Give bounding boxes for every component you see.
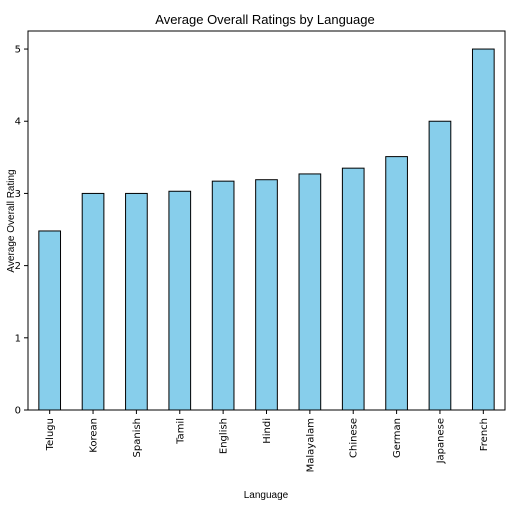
y-tick-label-5: 5 bbox=[15, 45, 21, 56]
y-tick-label-4: 4 bbox=[15, 117, 21, 128]
bar-german bbox=[385, 156, 408, 411]
x-tick-label-german: German bbox=[392, 418, 403, 458]
y-tick-label-3: 3 bbox=[15, 189, 21, 200]
x-tick-label-tamil: Tamil bbox=[175, 418, 186, 445]
y-tick-label-1: 1 bbox=[15, 333, 21, 344]
x-tick-label-french: French bbox=[479, 418, 490, 451]
bar-chinese bbox=[341, 167, 365, 411]
bar-malayalam bbox=[298, 173, 322, 411]
bar-korean bbox=[81, 192, 105, 411]
y-axis-label: Average Overall Rating bbox=[6, 169, 17, 272]
bar-hindi bbox=[255, 179, 278, 411]
chart-title: Average Overall Ratings by Language bbox=[155, 12, 374, 27]
bar-spanish bbox=[125, 192, 148, 411]
bar-telugu bbox=[38, 230, 62, 411]
x-tick-label-spanish: Spanish bbox=[132, 418, 143, 458]
bar-japanese bbox=[428, 120, 452, 411]
x-tick-label-chinese: Chinese bbox=[349, 418, 360, 458]
x-tick-label-malayalam: Malayalam bbox=[305, 418, 316, 472]
x-tick-label-english: English bbox=[219, 418, 230, 454]
x-tick-label-japanese: Japanese bbox=[435, 418, 446, 464]
y-tick-label-0: 0 bbox=[15, 406, 21, 417]
bar-french bbox=[471, 48, 495, 411]
x-tick-label-telugu: Telugu bbox=[45, 418, 56, 451]
bars-group bbox=[38, 48, 495, 411]
y-tick-label-2: 2 bbox=[15, 261, 21, 272]
bar-tamil bbox=[168, 190, 192, 411]
x-axis-ticks: Telugu Korean Spanish Tamil English Hindi Mala… bbox=[45, 410, 490, 472]
x-axis-label: Language bbox=[244, 490, 289, 501]
x-tick-label-hindi: Hindi bbox=[262, 418, 273, 444]
x-tick-label-korean: Korean bbox=[89, 418, 100, 453]
y-axis-ticks: 0 1 2 3 4 5 bbox=[15, 45, 28, 417]
bar-english bbox=[211, 180, 235, 411]
plot-frame bbox=[27, 30, 506, 411]
